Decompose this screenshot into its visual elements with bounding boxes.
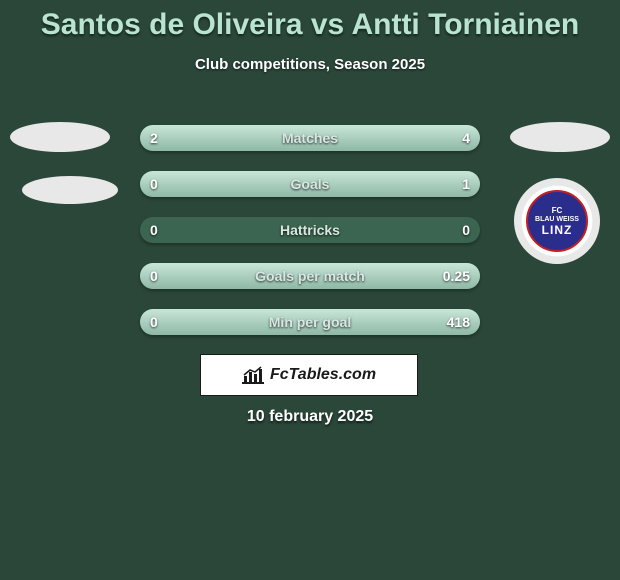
date-label: 10 february 2025 xyxy=(0,408,620,426)
stat-row: 0418Min per goal xyxy=(140,309,480,335)
stat-label: Matches xyxy=(140,125,480,151)
player-left-photo xyxy=(10,122,110,152)
stat-row: 00Hattricks xyxy=(140,217,480,243)
logo-text: FcTables.com xyxy=(270,366,376,384)
chart-icon xyxy=(242,366,264,384)
stats-bars: 24Matches 01Goals 00Hattricks 00.25Goals pe… xyxy=(140,125,480,355)
stat-label: Hattricks xyxy=(140,217,480,243)
stat-label: Goals xyxy=(140,171,480,197)
badge-line3: LINZ xyxy=(542,224,573,236)
stat-row: 01Goals xyxy=(140,171,480,197)
stat-row: 24Matches xyxy=(140,125,480,151)
stat-row: 00.25Goals per match xyxy=(140,263,480,289)
player-right-photo xyxy=(510,122,610,152)
source-logo: FcTables.com xyxy=(200,354,418,396)
stat-label: Goals per match xyxy=(140,263,480,289)
page-title: Santos de Oliveira vs Antti Torniainen xyxy=(0,0,620,42)
badge-line1: FC xyxy=(552,207,563,215)
stat-label: Min per goal xyxy=(140,309,480,335)
subtitle: Club competitions, Season 2025 xyxy=(0,56,620,73)
player-right-club-badge: FC BLAU WEISS LINZ xyxy=(514,178,600,264)
player-left-club-photo xyxy=(22,176,118,204)
badge-line2: BLAU WEISS xyxy=(535,216,579,223)
